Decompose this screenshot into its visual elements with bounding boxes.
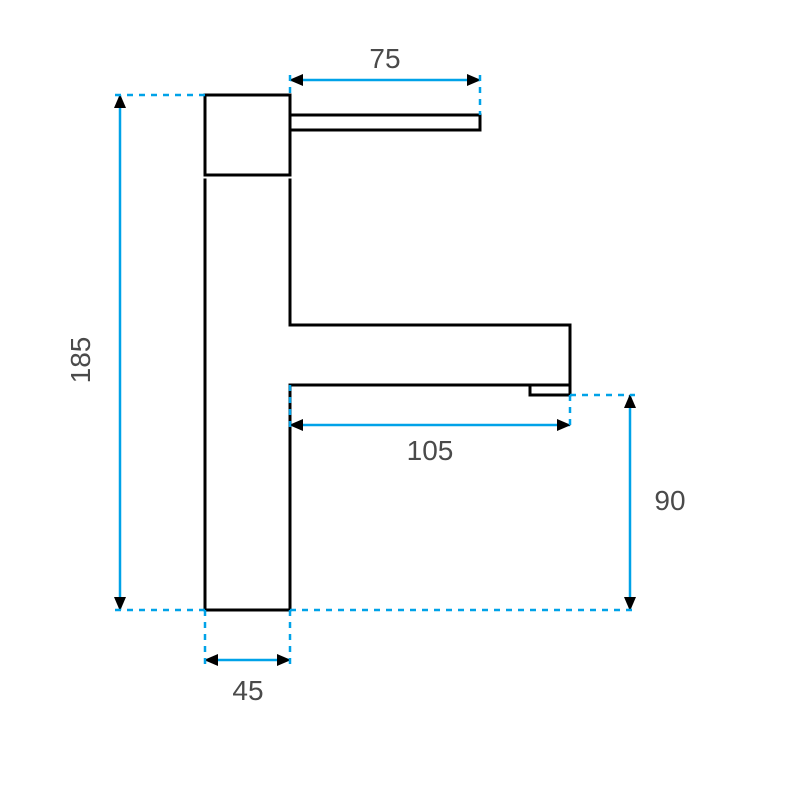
dim-base-width [205,610,290,665]
faucet-spout [290,325,570,385]
dim-base-width-label: 45 [232,675,263,706]
faucet-outline [205,95,570,610]
dimension-set: 185 45 75 105 90 [65,43,686,706]
dim-height-total-label: 185 [65,337,96,384]
dim-handle-length-label: 75 [369,43,400,74]
faucet-handle [290,115,480,130]
faucet-technical-drawing: 185 45 75 105 90 [0,0,800,800]
dim-handle-length [290,75,480,115]
dim-height-total [115,95,205,610]
faucet-cap [205,95,290,175]
dim-spout-height-label: 90 [654,485,685,516]
faucet-body [205,180,290,610]
dim-spout-length [290,385,570,430]
dim-spout-length-label: 105 [407,435,454,466]
dim-spout-height [290,395,635,610]
